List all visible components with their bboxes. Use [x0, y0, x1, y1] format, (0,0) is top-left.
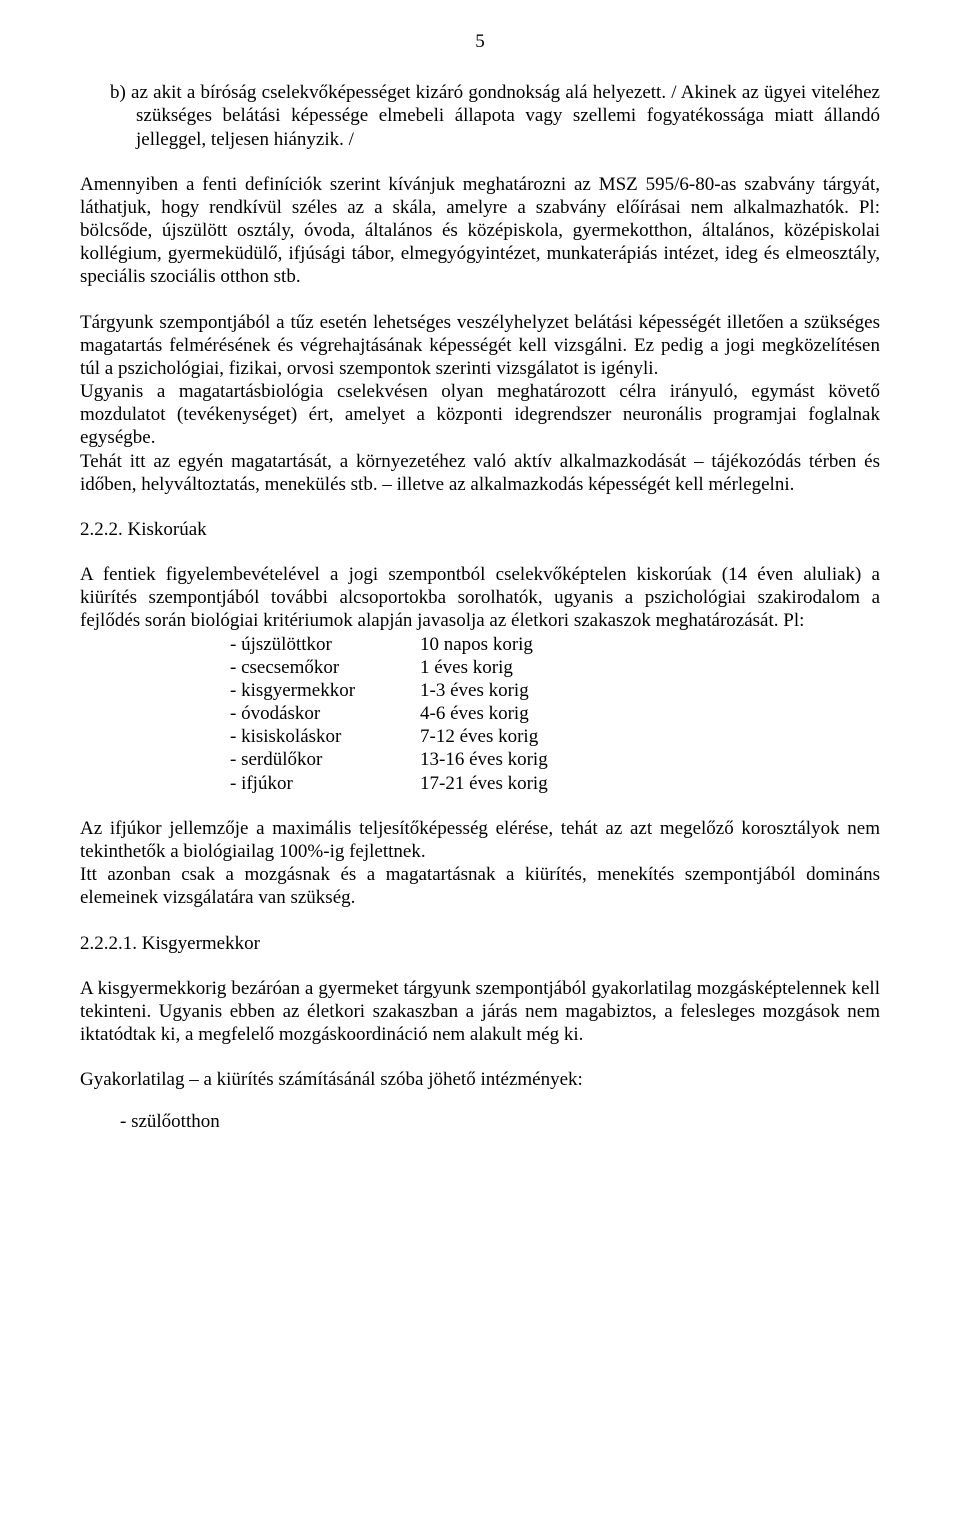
age-stage-label: - óvodáskor	[230, 702, 420, 725]
paragraph-block: Az ifjúkor jellemzője a maximális teljes…	[80, 817, 880, 910]
paragraph: Ugyanis a magatartásbiológia cselekvésen…	[80, 380, 880, 450]
age-stage-label: - kisiskoláskor	[230, 725, 420, 748]
age-stage-list: - újszülöttkor 10 napos korig - csecsemő…	[230, 633, 880, 795]
paragraph: Amennyiben a fenti definíciók szerint kí…	[80, 173, 880, 289]
list-item: - szülőotthon	[140, 1110, 880, 1133]
paragraph: A fentiek figyelembevételével a jogi sze…	[80, 563, 880, 633]
age-stage-value: 13-16 éves korig	[420, 748, 548, 771]
list-item: - ifjúkor 17-21 éves korig	[230, 772, 880, 795]
paragraph-block: Tárgyunk szempontjából a tűz esetén lehe…	[80, 311, 880, 496]
age-stage-label: - kisgyermekkor	[230, 679, 420, 702]
age-stage-value: 17-21 éves korig	[420, 772, 548, 795]
document-page: 5 b) az akit a bíróság cselekvőképessége…	[0, 0, 960, 1517]
section-heading-222: 2.2.2. Kiskorúak	[80, 518, 880, 541]
age-stage-value: 10 napos korig	[420, 633, 533, 656]
list-item: - óvodáskor 4-6 éves korig	[230, 702, 880, 725]
age-stage-value: 1 éves korig	[420, 656, 513, 679]
age-stage-value: 1-3 éves korig	[420, 679, 529, 702]
age-stage-label: - ifjúkor	[230, 772, 420, 795]
paragraph: Tárgyunk szempontjából a tűz esetén lehe…	[80, 311, 880, 381]
age-stage-value: 4-6 éves korig	[420, 702, 529, 725]
page-number: 5	[80, 30, 880, 53]
paragraph: A kisgyermekkorig bezáróan a gyermeket t…	[80, 977, 880, 1047]
section-heading-2221: 2.2.2.1. Kisgyermekkor	[80, 932, 880, 955]
age-stage-label: - serdülőkor	[230, 748, 420, 771]
list-item: - csecsemőkor 1 éves korig	[230, 656, 880, 679]
list-item: - újszülöttkor 10 napos korig	[230, 633, 880, 656]
list-item: - kisiskoláskor 7-12 éves korig	[230, 725, 880, 748]
age-stage-label: - újszülöttkor	[230, 633, 420, 656]
list-item: - kisgyermekkor 1-3 éves korig	[230, 679, 880, 702]
paragraph: Itt azonban csak a mozgásnak és a magata…	[80, 863, 880, 909]
age-stage-label: - csecsemőkor	[230, 656, 420, 679]
list-item: - serdülőkor 13-16 éves korig	[230, 748, 880, 771]
age-stage-value: 7-12 éves korig	[420, 725, 538, 748]
list-item-b: b) az akit a bíróság cselekvőképességet …	[80, 81, 880, 151]
paragraph: Az ifjúkor jellemzője a maximális teljes…	[80, 817, 880, 863]
paragraph: Tehát itt az egyén magatartását, a körny…	[80, 450, 880, 496]
paragraph: Gyakorlatilag – a kiürítés számításánál …	[80, 1068, 880, 1091]
